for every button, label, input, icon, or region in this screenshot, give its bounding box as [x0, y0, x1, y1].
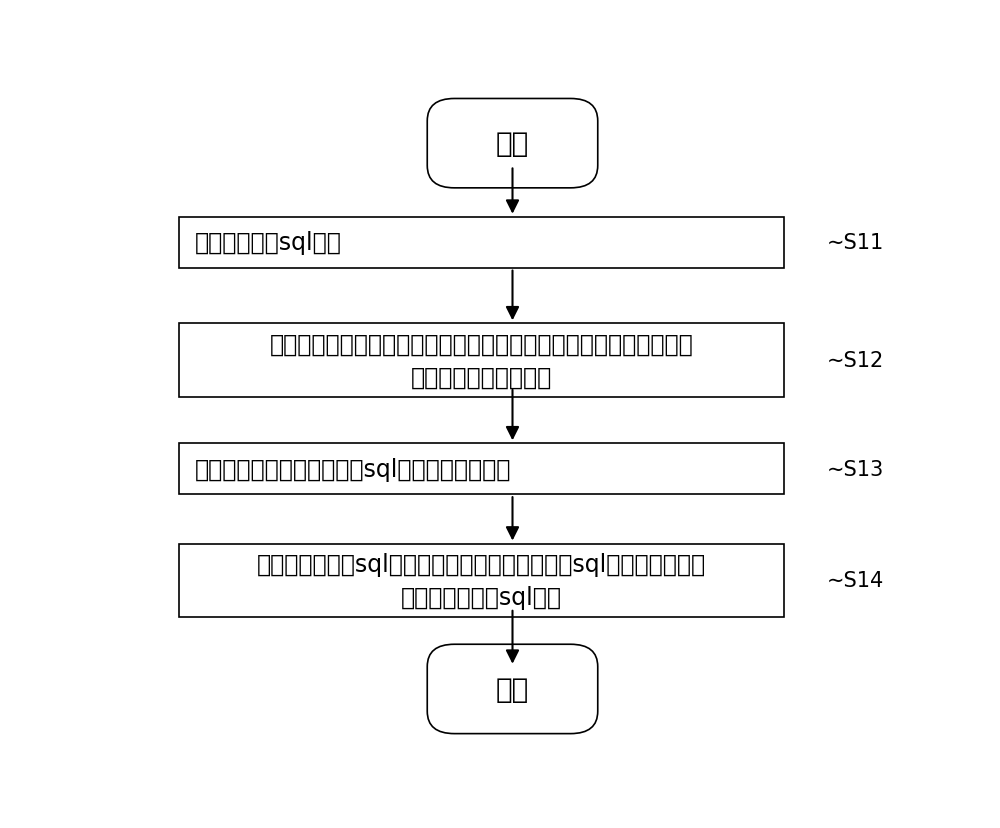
Text: 根据对应关系判断待执行的sql语句是否需要改写: 根据对应关系判断待执行的sql语句是否需要改写 — [195, 457, 511, 481]
Bar — [179, 544, 784, 618]
Text: 根据数据模型与模型映射文件进行对比获得数据模型中的标准字段与
数据库字段的对应关系: 根据数据模型与模型映射文件进行对比获得数据模型中的标准字段与 数据库字段的对应关… — [270, 332, 693, 389]
Text: ∼S11: ∼S11 — [826, 233, 884, 253]
Text: ∼S13: ∼S13 — [826, 460, 884, 479]
Bar — [179, 444, 784, 494]
Text: 结束: 结束 — [496, 675, 529, 703]
Text: ∼S14: ∼S14 — [826, 570, 884, 590]
Bar — [179, 324, 784, 397]
Text: 拦截待执行的sql语句: 拦截待执行的sql语句 — [195, 231, 342, 255]
FancyBboxPatch shape — [427, 99, 598, 189]
Bar — [179, 217, 784, 268]
Text: ∼S12: ∼S12 — [826, 351, 884, 371]
FancyBboxPatch shape — [427, 644, 598, 734]
Text: 开始: 开始 — [496, 130, 529, 158]
Text: 当判断待执行的sql语句需要改写时，将待执行的sql语句修改为符合
数据落标标准的sql语句: 当判断待执行的sql语句需要改写时，将待执行的sql语句修改为符合 数据落标标准… — [257, 552, 706, 609]
